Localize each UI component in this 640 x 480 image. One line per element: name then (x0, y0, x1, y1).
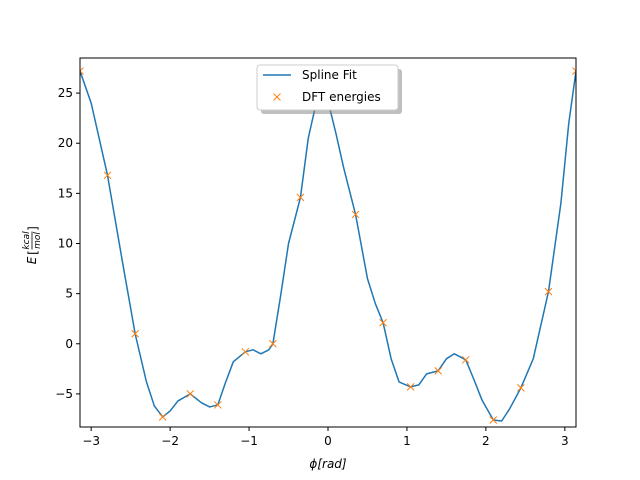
y-tick-label: 5 (65, 287, 73, 301)
x-tick-label: 2 (482, 434, 490, 448)
y-tick-label: 20 (58, 136, 73, 150)
data-point-dft (516, 384, 525, 392)
data-point-dft (351, 210, 360, 219)
data-point-dft (80, 67, 84, 75)
data-point-dft (158, 413, 167, 421)
legend-label-spline: Spline Fit (302, 68, 357, 82)
ticks: −3 −2 −1 0 1 2 3 −5 0 5 10 15 20 25 (55, 86, 568, 448)
data-point-dft (544, 287, 553, 296)
x-tick-label: −1 (240, 434, 258, 448)
y-axis-label-open-bracket: [ (26, 250, 40, 255)
x-axis-label: ϕ[rad] (309, 457, 347, 471)
data-point-dft (572, 67, 576, 75)
y-tick-label: −5 (55, 387, 73, 401)
x-tick-label: −2 (161, 434, 179, 448)
y-tick-label: 25 (58, 86, 73, 100)
data-point-dft (296, 193, 305, 202)
y-axis-label-close-bracket: ] (26, 226, 40, 231)
data-point-dft (489, 416, 498, 424)
y-axis-label-symbol: E (25, 256, 39, 264)
legend: Spline Fit DFT energies (256, 64, 402, 114)
y-axis-label-denominator: mol (33, 232, 43, 249)
y-tick-label: 0 (65, 337, 73, 351)
x-tick-label: 1 (403, 434, 411, 448)
legend-label-dft: DFT energies (302, 90, 381, 104)
legend-marker-swatch (273, 93, 281, 101)
x-tick-label: −3 (82, 434, 100, 448)
x-tick-label: 3 (561, 434, 569, 448)
y-tick-label: 10 (58, 237, 73, 251)
data-point-dft (186, 390, 195, 398)
y-tick-label: 15 (58, 186, 73, 200)
data-point-dft (269, 339, 277, 348)
legend-box (256, 64, 399, 111)
data-point-dft (379, 318, 387, 327)
data-point-dft (434, 366, 443, 375)
data-point-dft (461, 355, 470, 364)
data-point-dft (103, 171, 112, 180)
y-axis-label: E kcal mol [ ] (22, 226, 43, 264)
data-point-dft (406, 383, 415, 391)
y-axis-label-numerator: kcal (22, 231, 32, 250)
data-point-dft (213, 401, 222, 409)
data-point-dft (131, 329, 140, 338)
x-tick-label: 0 (324, 434, 332, 448)
data-point-dft (241, 347, 250, 356)
